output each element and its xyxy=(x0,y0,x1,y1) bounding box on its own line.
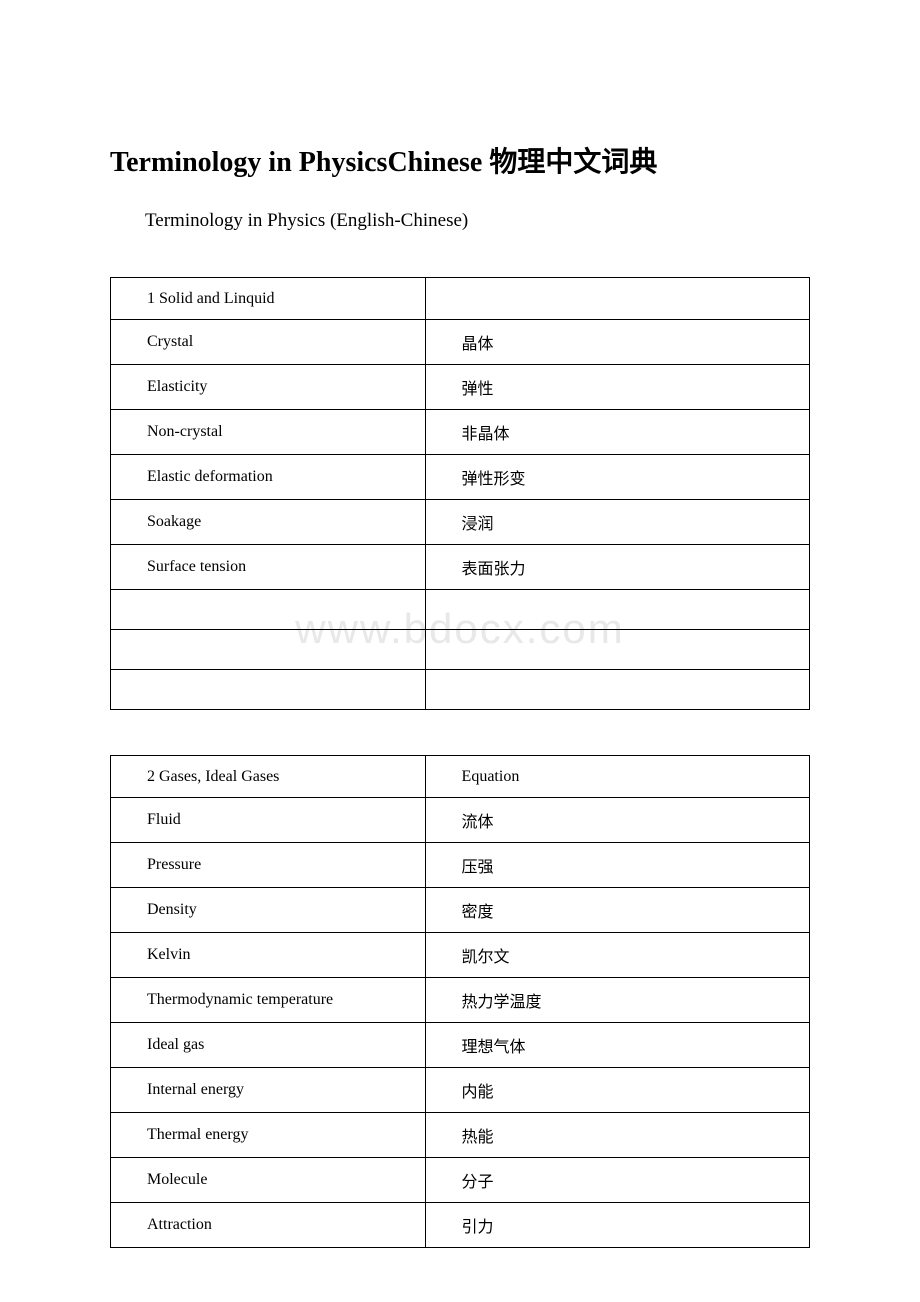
term-chinese: 弹性 xyxy=(425,365,809,410)
term-english: Thermodynamic temperature xyxy=(111,978,426,1023)
table-row: Pressure 压强 xyxy=(111,843,810,888)
table-row: Crystal 晶体 xyxy=(111,320,810,365)
term-english: 1 Solid and Linquid xyxy=(111,278,426,320)
term-chinese: 压强 xyxy=(425,843,809,888)
term-english: Pressure xyxy=(111,843,426,888)
term-chinese: 引力 xyxy=(425,1203,809,1248)
term-chinese: 晶体 xyxy=(425,320,809,365)
term-english: 2 Gases, Ideal Gases xyxy=(111,756,426,798)
table-row: Surface tension 表面张力 xyxy=(111,545,810,590)
term-english: Kelvin xyxy=(111,933,426,978)
term-english: Surface tension xyxy=(111,545,426,590)
table-row: Density 密度 xyxy=(111,888,810,933)
term-chinese xyxy=(425,278,809,320)
term-english: Crystal xyxy=(111,320,426,365)
term-english: Soakage xyxy=(111,500,426,545)
table-row: Kelvin 凯尔文 xyxy=(111,933,810,978)
term-chinese: 密度 xyxy=(425,888,809,933)
term-english: Internal energy xyxy=(111,1068,426,1113)
table-row: Ideal gas 理想气体 xyxy=(111,1023,810,1068)
term-english xyxy=(111,590,426,630)
term-chinese: 热能 xyxy=(425,1113,809,1158)
terminology-table-2: 2 Gases, Ideal Gases Equation Fluid 流体 P… xyxy=(110,755,810,1248)
table-row xyxy=(111,630,810,670)
table-row: Molecule 分子 xyxy=(111,1158,810,1203)
table-row: Fluid 流体 xyxy=(111,798,810,843)
term-english: Attraction xyxy=(111,1203,426,1248)
term-chinese: 流体 xyxy=(425,798,809,843)
table-row: 2 Gases, Ideal Gases Equation xyxy=(111,756,810,798)
term-english xyxy=(111,630,426,670)
term-english: Molecule xyxy=(111,1158,426,1203)
term-chinese: 凯尔文 xyxy=(425,933,809,978)
page-subtitle: Terminology in Physics (English-Chinese) xyxy=(145,210,810,232)
table-row: Thermal energy 热能 xyxy=(111,1113,810,1158)
page-content: Terminology in PhysicsChinese 物理中文词典 Ter… xyxy=(110,140,810,1248)
term-english: Density xyxy=(111,888,426,933)
term-chinese: Equation xyxy=(425,756,809,798)
table-row: Non-crystal 非晶体 xyxy=(111,410,810,455)
term-english: Ideal gas xyxy=(111,1023,426,1068)
table-row xyxy=(111,670,810,710)
term-english: Fluid xyxy=(111,798,426,843)
term-chinese: 非晶体 xyxy=(425,410,809,455)
table-row: Attraction 引力 xyxy=(111,1203,810,1248)
term-english: Thermal energy xyxy=(111,1113,426,1158)
table-row: Elasticity 弹性 xyxy=(111,365,810,410)
term-english xyxy=(111,670,426,710)
term-english: Elastic deformation xyxy=(111,455,426,500)
term-chinese xyxy=(425,630,809,670)
term-chinese: 分子 xyxy=(425,1158,809,1203)
term-english: Non-crystal xyxy=(111,410,426,455)
term-english: Elasticity xyxy=(111,365,426,410)
page-title: Terminology in PhysicsChinese 物理中文词典 xyxy=(110,140,810,180)
table-row xyxy=(111,590,810,630)
term-chinese: 理想气体 xyxy=(425,1023,809,1068)
term-chinese: 表面张力 xyxy=(425,545,809,590)
table-row: Thermodynamic temperature 热力学温度 xyxy=(111,978,810,1023)
table-row: Elastic deformation 弹性形变 xyxy=(111,455,810,500)
term-chinese: 内能 xyxy=(425,1068,809,1113)
term-chinese xyxy=(425,590,809,630)
term-chinese: 浸润 xyxy=(425,500,809,545)
term-chinese: 热力学温度 xyxy=(425,978,809,1023)
table-row: Internal energy 内能 xyxy=(111,1068,810,1113)
terminology-table-1: 1 Solid and Linquid Crystal 晶体 Elasticit… xyxy=(110,277,810,710)
term-chinese: 弹性形变 xyxy=(425,455,809,500)
table-row: Soakage 浸润 xyxy=(111,500,810,545)
table-row: 1 Solid and Linquid xyxy=(111,278,810,320)
term-chinese xyxy=(425,670,809,710)
